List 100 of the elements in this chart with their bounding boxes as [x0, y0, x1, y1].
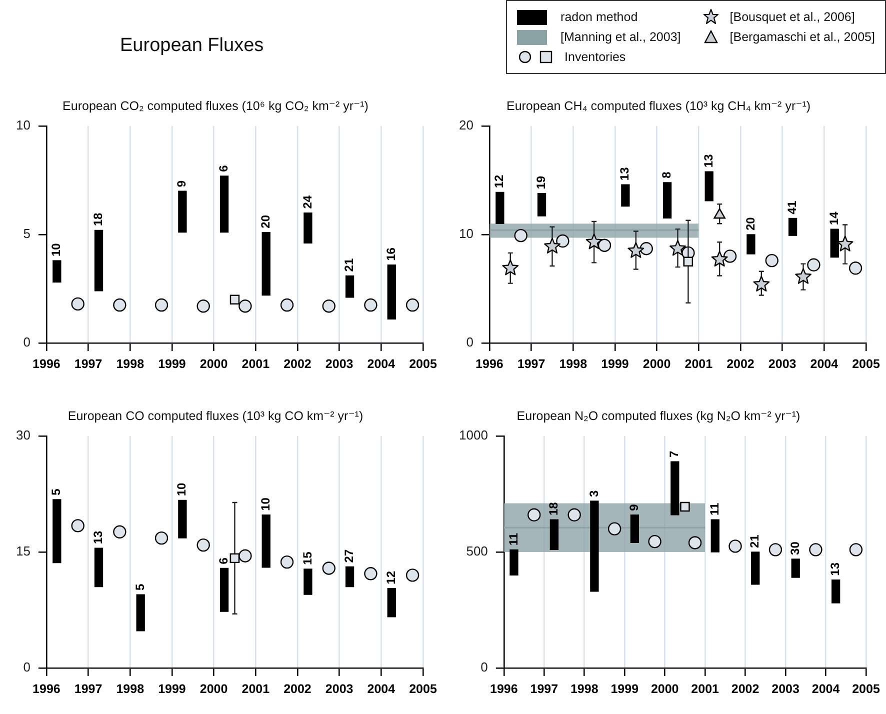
annotation: 20 — [743, 216, 758, 230]
x-tick-label: 2001 — [242, 682, 270, 696]
annotation: 6 — [216, 164, 231, 172]
annotation: 13 — [828, 562, 842, 576]
annotation: 12 — [384, 570, 398, 584]
point — [568, 508, 581, 522]
annotation: 9 — [626, 504, 641, 511]
annotation: 12 — [492, 174, 506, 188]
y-tick-label: 15 — [16, 544, 30, 559]
bar — [387, 588, 396, 618]
point — [809, 543, 822, 556]
point — [586, 233, 602, 250]
annotation: 30 — [788, 541, 802, 555]
x-tick-label: 2005 — [852, 682, 880, 696]
x-tick-label: 2003 — [325, 682, 354, 696]
point — [836, 236, 854, 252]
bar — [496, 192, 504, 224]
x-tick-label: 2005 — [852, 356, 880, 371]
annotation: 6 — [216, 557, 231, 564]
legend-label: Inventories — [564, 50, 626, 64]
x-tick-label: 2000 — [650, 682, 679, 696]
x-tick-label: 2005 — [409, 356, 437, 371]
bar — [52, 499, 62, 564]
bar — [704, 171, 714, 202]
x-tick-label: 1996 — [32, 682, 60, 696]
x-tick-label: 2005 — [409, 682, 437, 696]
x-tick-label: 2002 — [731, 682, 760, 696]
chart-title: European N₂O computed fluxes (kg N₂O km⁻² yr⁻¹) — [516, 408, 800, 423]
bar — [537, 192, 546, 216]
point — [238, 549, 252, 562]
bar — [621, 184, 630, 207]
bar — [94, 230, 104, 292]
x-tick-label: 1996 — [32, 356, 60, 371]
x-tick-label: 2002 — [284, 356, 312, 371]
y-tick-label: 10 — [458, 226, 474, 242]
annotation: 11 — [506, 532, 520, 546]
annotation: 9 — [174, 180, 189, 188]
point — [795, 268, 812, 284]
x-tick-label: 1998 — [116, 356, 144, 371]
legend-label: [Bergamaschi et al., 2005] — [730, 30, 875, 44]
point — [608, 522, 622, 536]
annotation: 8 — [660, 171, 674, 178]
y-tick-label: 500 — [466, 544, 488, 559]
point — [196, 538, 210, 552]
bar — [345, 566, 354, 588]
x-tick-label: 2001 — [684, 356, 713, 371]
annotation: 14 — [826, 211, 841, 226]
x-tick-label: 2003 — [768, 356, 796, 371]
point — [113, 525, 126, 538]
chart-title: European CH₄ computed fluxes (10³ kg CH₄ km⁻² yr⁻¹) — [506, 98, 811, 113]
annotation: 10 — [174, 482, 189, 496]
bar — [178, 190, 187, 233]
point — [544, 238, 560, 254]
bar — [220, 568, 229, 612]
point — [628, 242, 644, 258]
x-tick-label: 2004 — [367, 356, 396, 371]
point — [230, 553, 240, 564]
point — [765, 254, 778, 268]
x-tick-label: 1999 — [158, 356, 186, 371]
legend-label: [Bousquet et al., 2006] — [730, 10, 855, 24]
x-tick-label: 1997 — [530, 682, 558, 696]
x-tick-label: 2001 — [242, 356, 270, 371]
x-tick-label: 2000 — [200, 356, 228, 371]
legend-label: [Manning et al., 2003] — [560, 30, 681, 44]
bar — [751, 552, 760, 585]
point — [154, 531, 168, 545]
bar — [304, 212, 312, 244]
point — [322, 562, 336, 575]
bar — [550, 519, 559, 550]
y-tick-label: 0 — [480, 660, 488, 675]
x-tick-label: 1997 — [517, 356, 546, 371]
point — [807, 258, 820, 272]
x-tick-label: 1997 — [74, 682, 102, 696]
x-tick-label: 2002 — [284, 682, 312, 696]
annotation: 41 — [785, 200, 800, 214]
point — [71, 519, 84, 532]
point — [728, 540, 742, 553]
y-tick-label: 1000 — [459, 428, 488, 443]
point — [688, 536, 702, 550]
annotation: 24 — [300, 195, 314, 209]
bar — [710, 519, 720, 552]
bar — [630, 514, 639, 544]
annotation: 10 — [49, 242, 64, 257]
text: European Fluxes — [120, 35, 264, 57]
x-tick-label: 1996 — [476, 356, 504, 371]
bar — [662, 182, 672, 219]
point — [753, 276, 770, 292]
annotation: 13 — [701, 154, 716, 168]
x-tick-label: 1999 — [158, 682, 186, 696]
point — [711, 250, 728, 267]
x-tick-label: 2003 — [325, 356, 354, 371]
bar — [387, 264, 396, 320]
point — [527, 508, 541, 522]
point — [849, 543, 863, 556]
chart-title: European CO₂ computed fluxes (10⁶ kg CO₂ km⁻² yr⁻¹) — [62, 98, 368, 113]
bar — [791, 558, 800, 578]
point — [514, 228, 528, 242]
y-tick-label: 5 — [23, 226, 30, 242]
point — [683, 256, 694, 266]
x-tick-label: 2004 — [810, 356, 838, 371]
